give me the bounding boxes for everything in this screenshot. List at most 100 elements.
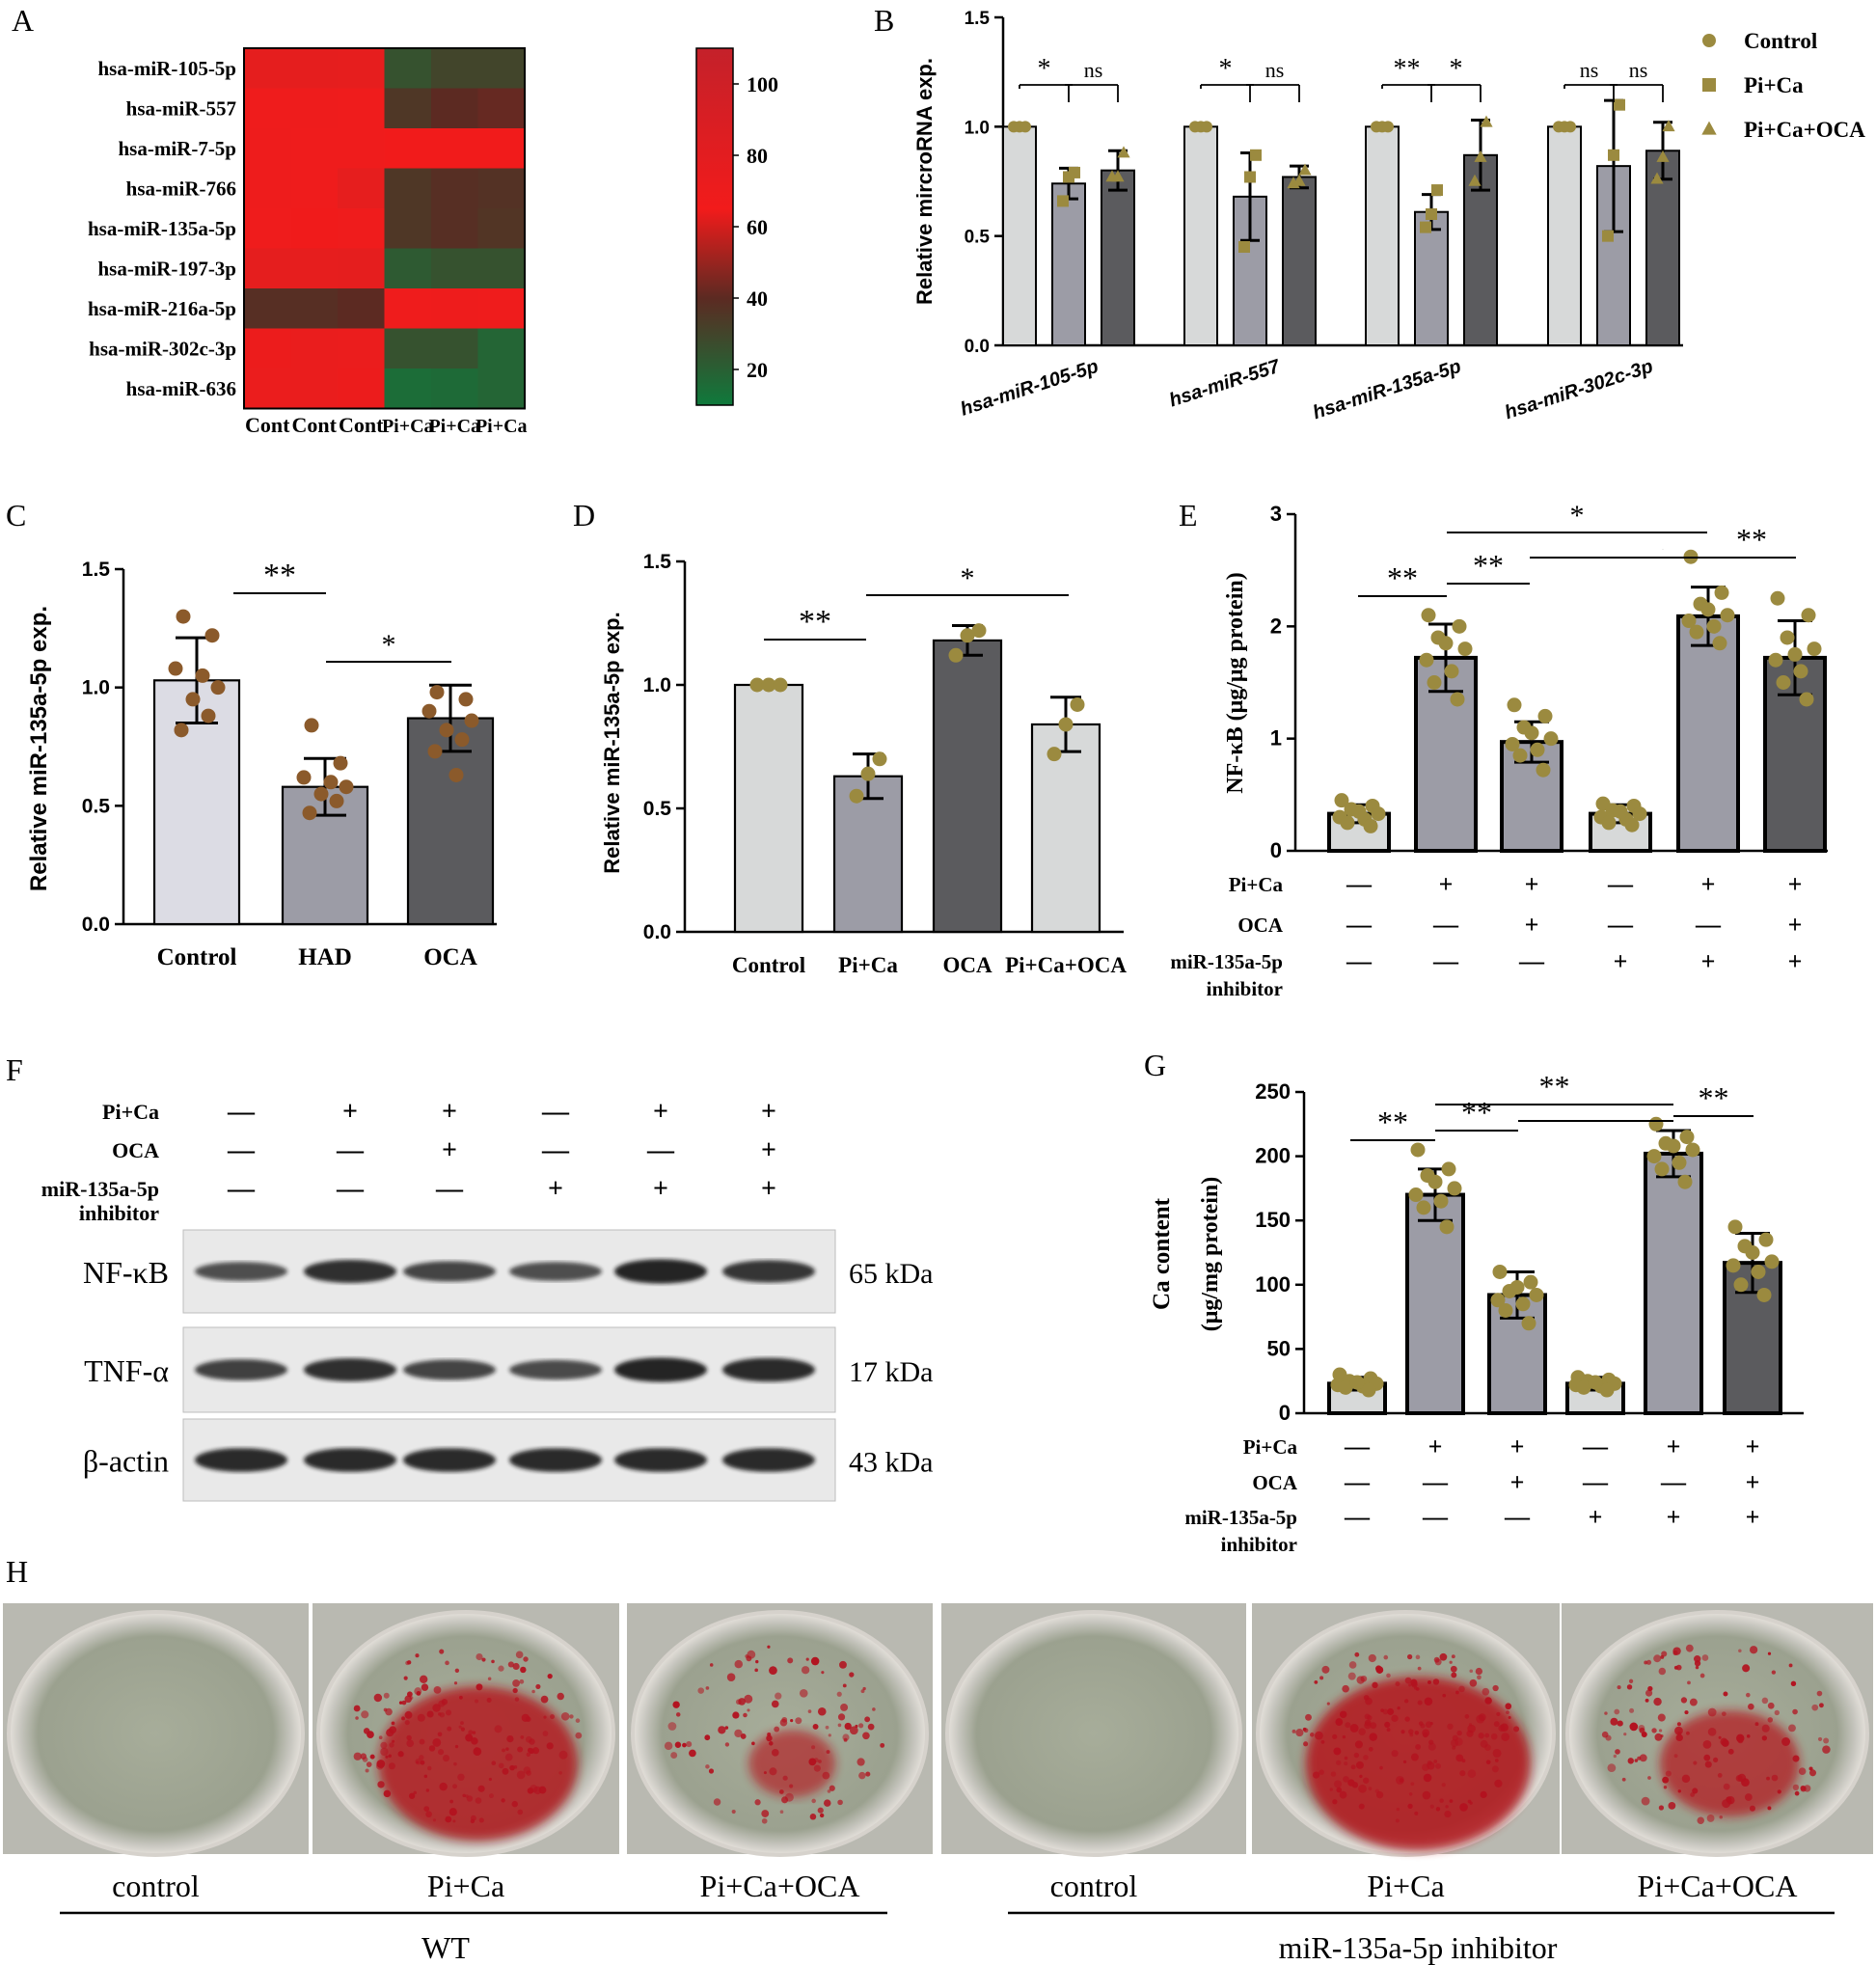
stain-speck <box>704 1734 711 1741</box>
stain-speck <box>817 1807 824 1814</box>
stain-speck <box>1677 1731 1681 1735</box>
stain-speck <box>1425 1721 1432 1729</box>
data-point <box>1427 1174 1443 1189</box>
stain-speck <box>569 1714 574 1719</box>
data-point <box>1677 1174 1693 1189</box>
bar <box>1365 125 1400 346</box>
colorbar-tick-label: 60 <box>747 215 768 239</box>
stain-speck <box>512 1678 520 1687</box>
stain-speck <box>1444 1810 1452 1818</box>
condition-sign: + <box>442 1135 457 1165</box>
stain-speck <box>1721 1711 1726 1717</box>
data-point <box>454 732 470 748</box>
data-point <box>1524 725 1539 741</box>
x-category-label: OCA <box>942 953 992 977</box>
data-point <box>1351 804 1367 819</box>
stain-speck <box>1639 1754 1647 1762</box>
heatmap-column-label: Pi+Ca <box>476 416 528 437</box>
stain-speck <box>774 1726 780 1733</box>
well-label: Pi+Ca+OCA <box>1638 1869 1798 1903</box>
stain-speck <box>1508 1715 1511 1720</box>
stain-speck <box>1386 1673 1391 1678</box>
stain-speck <box>491 1760 497 1766</box>
stain-speck <box>1665 1770 1672 1777</box>
data-point <box>1509 1279 1525 1295</box>
data-point <box>1599 1382 1615 1398</box>
condition-sign: + <box>1788 870 1803 898</box>
condition-sign: + <box>761 1097 776 1127</box>
stain-speck <box>521 1713 530 1723</box>
stain-speck <box>1767 1702 1775 1709</box>
stain-speck <box>1658 1667 1667 1676</box>
stain-speck <box>433 1685 442 1694</box>
bar <box>1547 125 1582 346</box>
stain-speck <box>1645 1689 1653 1697</box>
x-category-label: Control <box>732 953 805 977</box>
stain-speck <box>813 1764 821 1772</box>
condition-sign: + <box>1746 1433 1760 1460</box>
bar-chart-b: 0.0 0.5 1.0 1.5 Relative mircroRNA exp. * ns hs… <box>912 9 1865 423</box>
y-tick-label: 0.5 <box>82 795 111 817</box>
stain-speck <box>1717 1773 1723 1778</box>
bar <box>1676 614 1740 854</box>
stain-speck <box>1675 1733 1683 1742</box>
stain-speck <box>1719 1815 1724 1819</box>
data-point <box>1714 585 1729 600</box>
stain-speck <box>1451 1672 1457 1678</box>
stain-speck <box>1641 1796 1650 1806</box>
stain-speck <box>529 1738 535 1745</box>
data-point <box>1427 675 1442 690</box>
stain-speck <box>1766 1776 1770 1781</box>
data-point <box>1058 717 1074 732</box>
stain-speck <box>1391 1750 1399 1758</box>
stain-speck <box>1744 1793 1753 1801</box>
stain-speck <box>1613 1754 1618 1759</box>
stain-speck <box>1422 1790 1431 1800</box>
stain-speck <box>472 1731 476 1734</box>
heatmap-cell <box>384 168 432 209</box>
stain-speck <box>1723 1783 1730 1790</box>
stain-speck <box>1363 1777 1370 1784</box>
stain-speck <box>1767 1651 1772 1655</box>
stain-speck <box>1358 1728 1366 1735</box>
data-point <box>1439 1219 1455 1235</box>
stain-speck <box>1406 1653 1413 1660</box>
stain-speck <box>1742 1664 1751 1673</box>
stain-speck <box>819 1813 825 1818</box>
stain-speck <box>408 1792 416 1799</box>
stain-speck <box>837 1713 846 1721</box>
data-point <box>1650 172 1664 184</box>
data-point <box>971 623 987 639</box>
data-point <box>1410 1142 1426 1158</box>
heatmap-cell <box>477 128 526 169</box>
stain-speck <box>1707 1727 1717 1736</box>
data-point <box>1712 636 1727 651</box>
stain-speck <box>1312 1771 1320 1779</box>
stain-speck <box>1693 1760 1698 1765</box>
stain-speck <box>1441 1783 1446 1788</box>
stain-speck <box>1309 1733 1315 1737</box>
panel-letter-a: A <box>12 3 34 38</box>
condition-sign: — <box>227 1174 256 1204</box>
data-point <box>749 677 765 693</box>
stain-speck <box>826 1750 830 1755</box>
stain-speck <box>1657 1713 1666 1722</box>
condition-sign: + <box>761 1174 776 1204</box>
stain-speck <box>1422 1729 1430 1737</box>
data-point <box>1733 1277 1749 1293</box>
condition-label: miR-135a-5p <box>1184 1506 1297 1529</box>
condition-sign: + <box>1589 1503 1603 1531</box>
data-point <box>458 692 474 707</box>
stain-speck <box>724 1742 730 1747</box>
bar <box>932 639 1003 934</box>
data-point <box>1349 1375 1365 1390</box>
heatmap-row-label: hsa-miR-302c-3p <box>89 337 236 360</box>
data-point <box>168 661 183 676</box>
stain-speck <box>1445 1805 1449 1809</box>
stain-speck <box>519 1678 525 1684</box>
stain-speck <box>1748 1703 1754 1710</box>
stain-speck <box>560 1711 570 1721</box>
heatmap-cell <box>244 208 291 249</box>
data-point <box>1720 608 1735 623</box>
group-label: WT <box>421 1930 470 1965</box>
